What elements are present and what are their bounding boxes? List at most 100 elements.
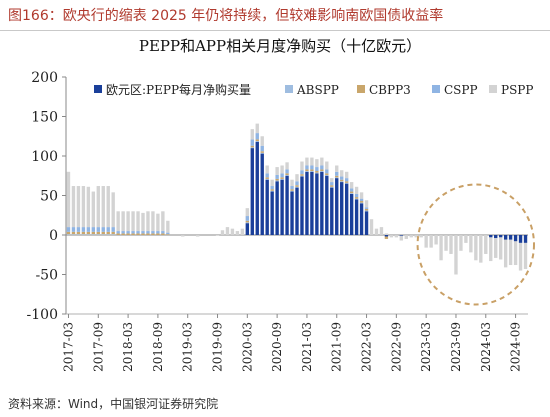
bar-s4-2024-04: [489, 237, 493, 262]
bar-s4-2023-06: [439, 235, 443, 261]
bar-s3-2021-07: [325, 169, 329, 174]
bar-s0-2021-04: [310, 171, 314, 235]
legend-swatch-3: [432, 85, 440, 93]
bar-s4-2021-02: [300, 161, 304, 171]
bar-s3-2021-11: [344, 178, 349, 182]
bar-s2-2017-04: [71, 231, 76, 235]
bar-s4-2018-04: [131, 211, 135, 232]
source-note: 资料来源：Wind，中国银河证券研究院: [8, 397, 219, 411]
legend-swatch-4: [489, 85, 497, 93]
bar-s0-2024-04: [489, 235, 493, 238]
bar-s3-2017-06: [81, 227, 86, 232]
bar-s3-2020-09: [275, 174, 279, 179]
bar-s1-2020-10: [280, 178, 284, 180]
bar-s0-2022-02: [359, 203, 364, 235]
legend-label-3: CSPP: [444, 83, 478, 97]
bar-s4-2023-01: [414, 235, 418, 238]
bar-s0-2021-11: [344, 183, 349, 235]
bar-s4-2017-06: [81, 186, 86, 228]
bar-s2-2017-12: [111, 231, 115, 235]
bar-s1-2021-03: [305, 171, 309, 172]
bar-s0-2024-06: [498, 235, 503, 238]
y-tick-label: -100: [27, 307, 58, 323]
bar-s3-2017-05: [76, 227, 81, 232]
bar-s4-2018-02: [121, 211, 125, 232]
bar-s2-2020-12: [290, 189, 294, 191]
bar-s3-2020-08: [270, 186, 274, 190]
bar-s4-2024-03: [484, 235, 488, 254]
bar-s1-2021-10: [340, 181, 344, 183]
bar-s0-2021-09: [335, 178, 339, 235]
bar-s4-2023-07: [444, 235, 448, 251]
bar-s4-2021-09: [335, 165, 339, 172]
bar-s2-2021-12: [349, 191, 354, 194]
legend-swatch-2: [357, 85, 365, 93]
y-tick-label: 100: [31, 149, 58, 165]
bar-s2-2017-07: [86, 231, 91, 235]
bar-s4-2019-02: [181, 235, 185, 237]
bar-s4-2022-09: [394, 235, 399, 238]
bar-s4-2023-02: [419, 235, 423, 238]
bars: [66, 123, 528, 275]
bar-s1-2020-09: [275, 180, 279, 182]
bar-s3-2018-04: [131, 231, 135, 234]
bar-s2-2018-06: [141, 233, 145, 235]
bar-s0-2020-04: [250, 148, 254, 235]
bar-s3-2021-03: [305, 165, 309, 170]
bar-s2-2018-08: [151, 233, 155, 235]
figure-header: 图166：欧央行的缩表 2025 年仍将持续，但较难影响南欧国债收益率: [0, 0, 550, 31]
bar-s4-2022-03: [364, 200, 369, 208]
bar-s4-2023-11: [464, 235, 468, 243]
bar-s4-2021-12: [349, 182, 354, 189]
x-tick-label: 2021-09: [330, 322, 344, 372]
axes: -100 -50 0 50 100 150 200 2017-03 2017-09 2018-03…: [27, 70, 528, 372]
bar-s0-2021-08: [330, 187, 334, 235]
legend-label-4: PSPP: [501, 83, 533, 97]
bar-s0-2024-09: [513, 235, 518, 242]
bar-s4-2021-04: [310, 157, 314, 166]
bar-s4-2021-10: [340, 170, 344, 177]
bar-s3-2022-01: [354, 193, 359, 198]
bar-s4-2022-06: [379, 227, 384, 235]
x-tick-label: 2017-03: [61, 322, 75, 372]
bar-s1-2020-07: [265, 178, 269, 180]
bar-s4-2023-08: [449, 235, 453, 254]
bar-s0-2021-06: [320, 171, 324, 235]
bar-s0-2022-03: [364, 211, 369, 235]
bar-s2-2021-03: [305, 169, 309, 172]
bar-s2-2022-03: [364, 208, 369, 211]
legend: 欧元区:PEPP每月净购买量 ABSPP CBPP3 CSPP PSPP: [94, 82, 533, 97]
bar-s4-2017-11: [106, 186, 110, 228]
bar-s1-2017-08: [91, 234, 96, 235]
bar-s3-2021-01: [295, 181, 299, 186]
bar-s4-2022-12: [409, 235, 413, 238]
bar-s4-2017-03: [66, 171, 71, 228]
bar-s1-2021-09: [335, 177, 339, 179]
y-tick-label: 200: [31, 70, 58, 86]
bar-s2-2018-11: [166, 234, 170, 235]
bar-s0-2020-05: [255, 141, 259, 235]
bar-s4-2018-08: [151, 211, 155, 232]
bar-s3-2018-10: [161, 231, 165, 234]
bar-s4-2020-10: [280, 165, 284, 174]
bar-s4-2022-02: [359, 192, 364, 199]
bar-s1-2020-05: [255, 140, 259, 142]
bar-s0-2020-11: [285, 175, 289, 235]
bar-s4-2024-02: [479, 235, 483, 263]
bar-s3-2017-10: [101, 227, 105, 232]
highlight-ellipse: [416, 183, 535, 306]
bar-s0-2021-07: [325, 175, 329, 235]
x-tick-label: 2024-03: [479, 322, 493, 372]
bar-s4-2022-04: [369, 219, 374, 235]
bar-s4-2023-03: [424, 235, 428, 248]
x-tick-label: 2023-09: [449, 322, 463, 372]
bar-s2-2022-07: [384, 236, 389, 239]
bar-s2-2017-05: [76, 231, 81, 235]
bar-s3-2021-08: [330, 182, 334, 186]
bar-s3-2018-06: [141, 231, 145, 234]
bar-s1-2021-11: [344, 182, 349, 184]
bar-s3-2018-01: [116, 231, 120, 234]
bar-s4-2017-08: [91, 191, 96, 228]
bar-s0-2021-01: [295, 187, 299, 235]
bar-s0-2024-11: [523, 235, 528, 243]
